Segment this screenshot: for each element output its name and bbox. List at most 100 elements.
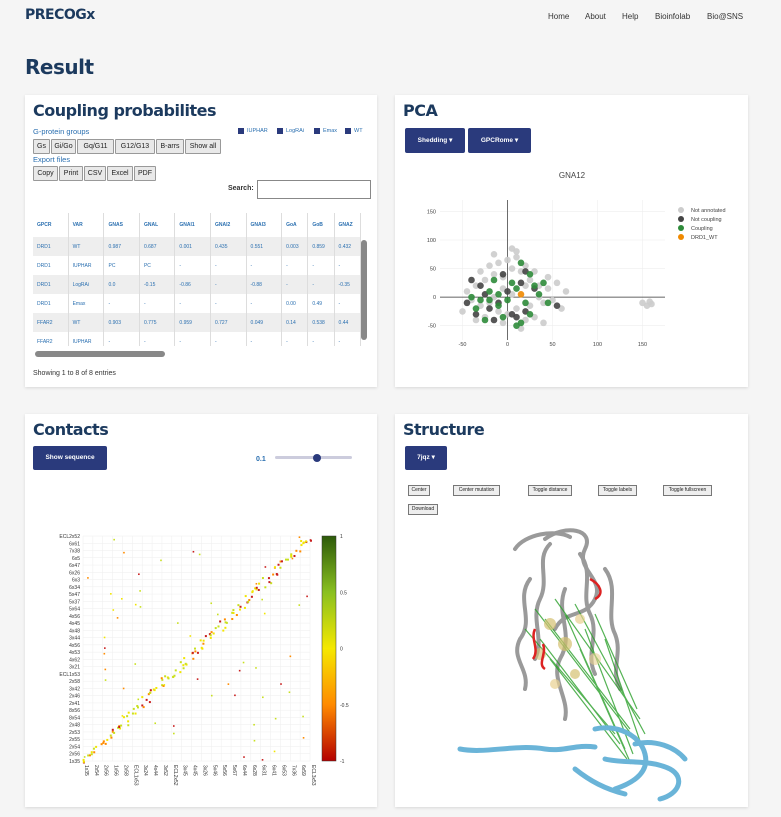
- heatmap-cell[interactable]: [112, 609, 115, 611]
- heatmap-cell[interactable]: [288, 691, 291, 694]
- pca-point[interactable]: [513, 253, 520, 261]
- heatmap-cell[interactable]: [160, 559, 162, 562]
- heatmap-cell[interactable]: [113, 538, 115, 541]
- heatmap-cell[interactable]: [275, 573, 278, 576]
- pca-point[interactable]: [472, 316, 480, 324]
- heatmap-cell[interactable]: [264, 566, 267, 568]
- heatmap-cell[interactable]: [102, 740, 105, 743]
- heatmap-cell[interactable]: [237, 604, 240, 607]
- heatmap-cell[interactable]: [88, 754, 91, 757]
- heatmap-cell[interactable]: [270, 582, 273, 585]
- pca-point[interactable]: [517, 279, 525, 287]
- heatmap-cell[interactable]: [216, 613, 219, 616]
- heatmap-cell[interactable]: [293, 554, 296, 557]
- heatmap-cell[interactable]: [122, 687, 125, 690]
- pca-point[interactable]: [540, 279, 547, 287]
- heatmap-cell[interactable]: [126, 715, 129, 718]
- pca-point[interactable]: [508, 279, 516, 287]
- heatmap-cell[interactable]: [182, 664, 185, 667]
- heatmap-cell[interactable]: [290, 554, 293, 557]
- pca-point[interactable]: [486, 262, 493, 270]
- heatmap-cell[interactable]: [139, 606, 142, 608]
- heatmap-cell[interactable]: [87, 577, 89, 579]
- heatmap-cell[interactable]: [163, 684, 166, 686]
- pca-point[interactable]: [481, 276, 489, 284]
- heatmap-cell[interactable]: [251, 590, 254, 593]
- heatmap-cell[interactable]: [263, 612, 266, 615]
- col-header-gnai3[interactable]: GNAI3: [246, 213, 283, 237]
- pca-point[interactable]: [490, 276, 498, 284]
- heatmap-cell[interactable]: [255, 586, 258, 589]
- group-button-g12g13[interactable]: G12/G13: [115, 139, 155, 154]
- pca-point[interactable]: [544, 285, 552, 292]
- heatmap-cell[interactable]: [95, 745, 98, 748]
- heatmap-cell[interactable]: [247, 600, 250, 603]
- group-button-gqg11[interactable]: Gq/G11: [77, 139, 114, 154]
- pca-point[interactable]: [504, 256, 511, 264]
- heatmap-cell[interactable]: [309, 539, 312, 541]
- heatmap-cell[interactable]: [173, 674, 176, 677]
- heatmap-cell[interactable]: [196, 678, 199, 680]
- nav-bioinfolab[interactable]: Bioinfolab: [655, 12, 691, 21]
- table-row[interactable]: FFAR2 WT 0.903 0.775 0.959 0.727 0.049 0.14 0.53…: [33, 313, 361, 332]
- heatmap-cell[interactable]: [132, 707, 135, 710]
- heatmap-cell[interactable]: [261, 577, 264, 580]
- heatmap-cell[interactable]: [279, 560, 282, 563]
- heatmap-cell[interactable]: [121, 598, 123, 600]
- heatmap-cell[interactable]: [192, 550, 195, 553]
- shedding-dropdown[interactable]: Shedding ▾: [405, 128, 465, 153]
- heatmap-cell[interactable]: [253, 723, 255, 726]
- group-button-gigo[interactable]: Gi/Go: [51, 139, 76, 154]
- heatmap-cell[interactable]: [184, 662, 187, 665]
- heatmap-cell[interactable]: [110, 736, 113, 739]
- pca-legend-label[interactable]: Not coupling: [691, 217, 722, 223]
- heatmap-cell[interactable]: [110, 593, 112, 595]
- heatmap-cell[interactable]: [238, 669, 241, 672]
- heatmap-cell[interactable]: [199, 639, 202, 642]
- heatmap-cell[interactable]: [138, 573, 140, 576]
- heatmap-cell[interactable]: [172, 725, 175, 727]
- pca-point[interactable]: [540, 319, 547, 327]
- heatmap-cell[interactable]: [289, 655, 292, 658]
- heatmap-cell[interactable]: [238, 608, 241, 611]
- heatmap-cell[interactable]: [134, 712, 137, 715]
- heatmap-cell[interactable]: [127, 724, 130, 727]
- pca-point[interactable]: [477, 296, 484, 304]
- heatmap-cell[interactable]: [111, 728, 114, 731]
- pca-point[interactable]: [490, 270, 498, 278]
- table-row[interactable]: DRD1 IUPHAR PC PC - - - - - -: [33, 256, 361, 275]
- heatmap-cell[interactable]: [262, 696, 264, 699]
- heatmap-cell[interactable]: [300, 540, 303, 543]
- gpcrome-dropdown[interactable]: GPCRome ▾: [468, 128, 531, 153]
- heatmap-cell[interactable]: [104, 647, 106, 649]
- col-header-gnai2[interactable]: GNAI2: [210, 213, 247, 237]
- heatmap-cell[interactable]: [149, 689, 152, 692]
- heatmap-cell[interactable]: [253, 739, 256, 742]
- heatmap-cell[interactable]: [161, 678, 164, 681]
- heatmap-cell[interactable]: [239, 605, 242, 608]
- pca-point[interactable]: [513, 285, 520, 292]
- heatmap-cell[interactable]: [257, 588, 260, 591]
- heatmap-cell[interactable]: [141, 696, 144, 699]
- nav-help[interactable]: Help: [622, 12, 639, 21]
- heatmap-cell[interactable]: [212, 632, 215, 635]
- pca-point[interactable]: [517, 290, 525, 298]
- pca-point[interactable]: [472, 305, 480, 312]
- heatmap-cell[interactable]: [277, 563, 280, 566]
- heatmap-cell[interactable]: [153, 689, 156, 692]
- heatmap-cell[interactable]: [208, 633, 211, 636]
- pca-point[interactable]: [562, 288, 570, 295]
- heatmap-cell[interactable]: [136, 704, 139, 707]
- table-row[interactable]: FFAR2 IUPHAR - - - - - - - -: [33, 332, 361, 346]
- heatmap-cell[interactable]: [131, 712, 134, 715]
- pca-point[interactable]: [486, 305, 493, 312]
- heatmap-cell[interactable]: [82, 758, 85, 761]
- heatmap-cell[interactable]: [137, 698, 140, 701]
- col-header-goa[interactable]: GoA: [281, 213, 309, 237]
- pca-point[interactable]: [499, 313, 507, 321]
- heatmap-cell[interactable]: [147, 693, 150, 696]
- pca-point[interactable]: [495, 259, 502, 267]
- heatmap-cell[interactable]: [134, 603, 137, 606]
- heatmap-cell[interactable]: [279, 566, 282, 569]
- heatmap-cell[interactable]: [225, 621, 228, 624]
